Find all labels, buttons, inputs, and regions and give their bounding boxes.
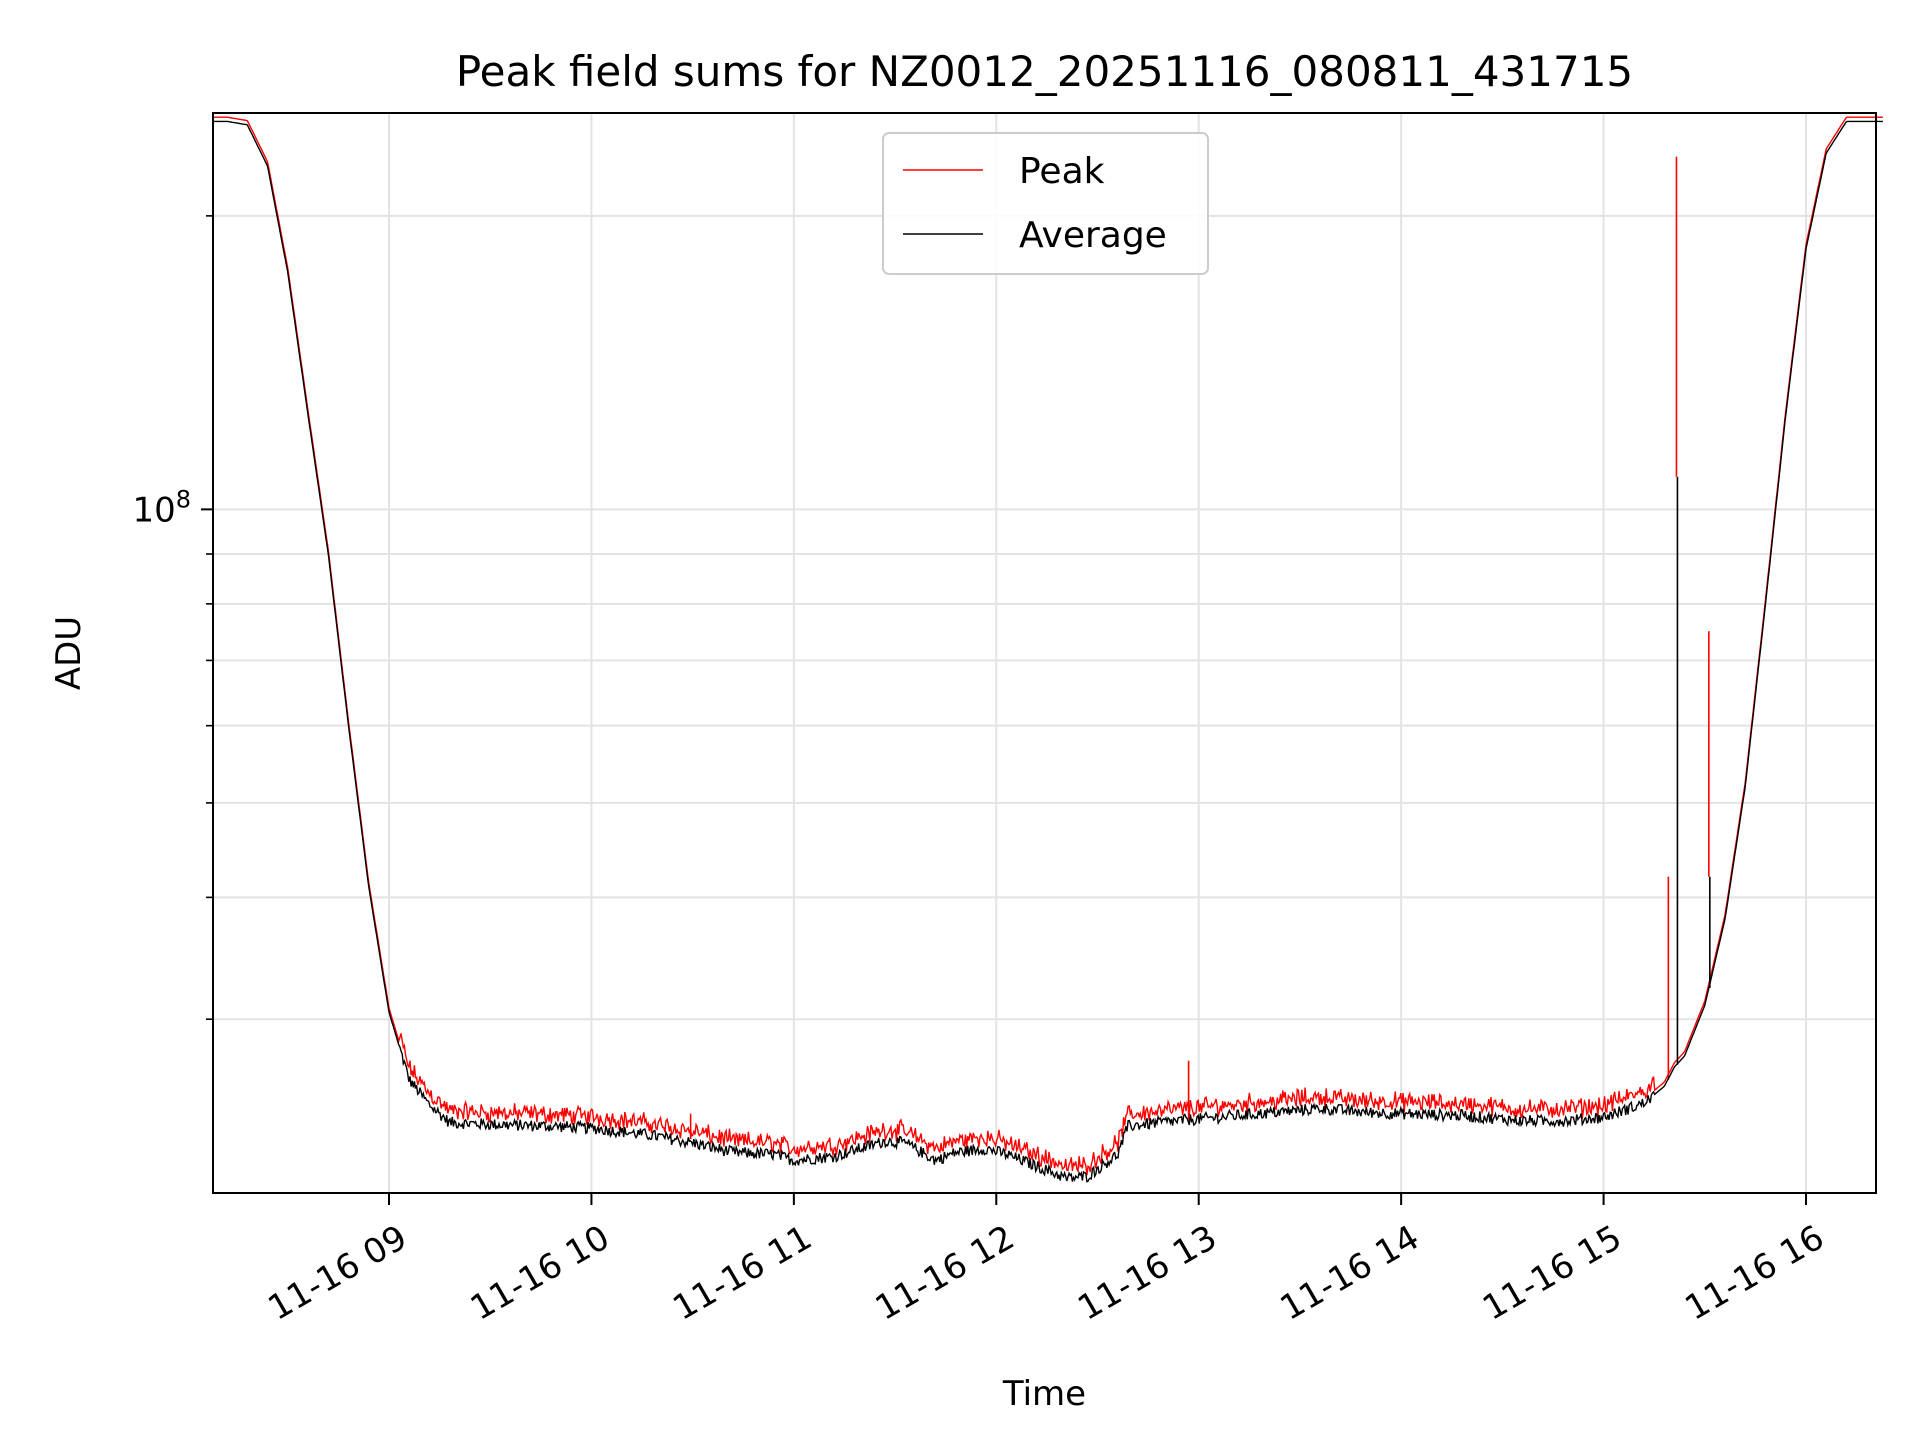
legend: Peak Average [882, 132, 1209, 275]
grid-layer [213, 113, 1876, 1193]
y-axis-label: ADU [49, 616, 89, 690]
legend-box [882, 132, 1209, 275]
y-tick-label: 108 [132, 485, 191, 530]
series-layer [212, 116, 1883, 1183]
chart-title: Peak field sums for NZ0012_20251116_0808… [456, 47, 1633, 96]
axes-frame [212, 112, 1877, 1194]
legend-average-label: Average [1019, 215, 1167, 256]
legend-peak-label: Peak [1019, 151, 1105, 192]
average-series-line [212, 120, 1883, 1183]
peak-series-line [212, 116, 1883, 1176]
x-axis-label: Time [1002, 1374, 1086, 1414]
